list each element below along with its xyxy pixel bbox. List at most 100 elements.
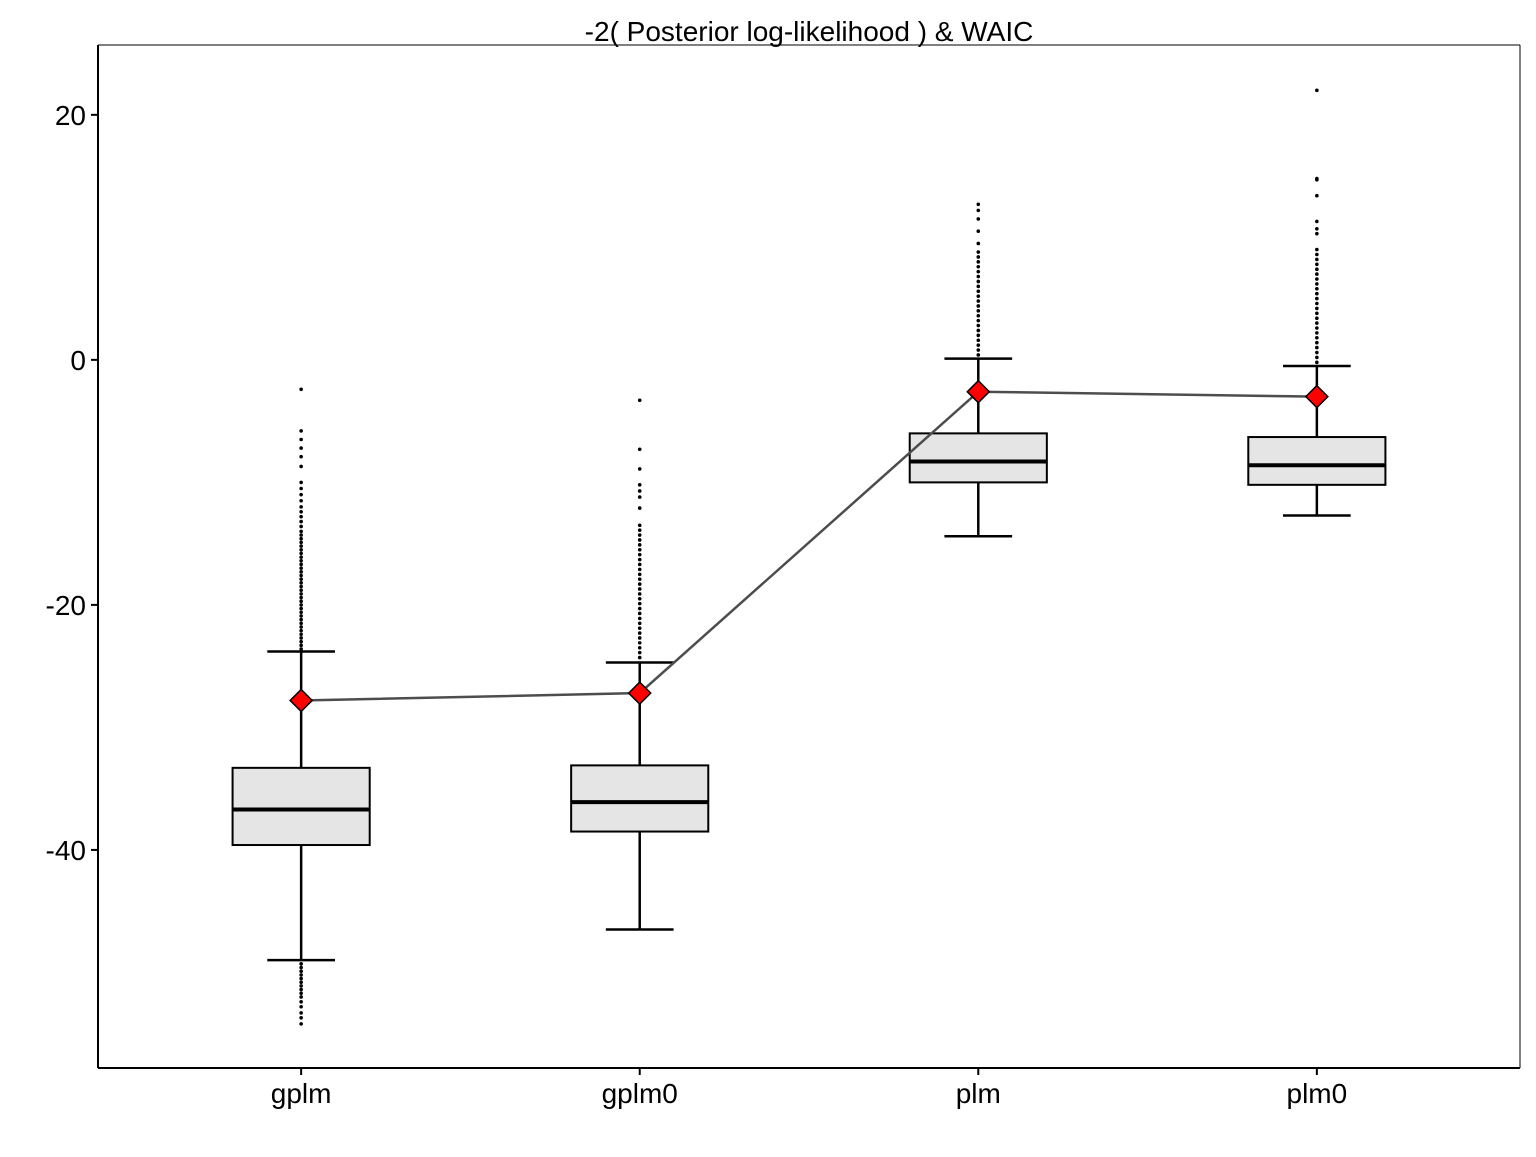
outlier-point — [299, 558, 303, 563]
waic-point-plm — [966, 379, 991, 404]
outlier-point — [299, 628, 303, 633]
outlier-point — [637, 577, 642, 581]
outlier-point — [637, 572, 642, 577]
outlier-point — [299, 492, 303, 497]
outlier-point — [1315, 267, 1319, 272]
outlier-point — [637, 523, 642, 528]
waic-point-gplm0 — [627, 681, 652, 706]
outlier-point — [299, 965, 303, 970]
box-iqr — [570, 764, 710, 833]
plot-area: 20 0 -20 -40 gplm gplm0 plm plm0 — [46, 44, 1521, 1109]
box-plm — [908, 202, 1048, 538]
waic-point-plm0 — [1304, 384, 1329, 409]
outlier-point — [976, 255, 981, 259]
outlier-point — [1315, 226, 1319, 231]
outlier-point — [1315, 262, 1319, 267]
outlier-point — [976, 229, 981, 234]
outlier-point — [637, 641, 642, 645]
outlier-point — [299, 588, 303, 592]
outlier-point — [299, 984, 303, 988]
outlier-point — [637, 506, 642, 510]
outlier-point — [976, 304, 981, 308]
outlier-point — [299, 592, 303, 596]
outlier-point — [1315, 326, 1319, 330]
outlier-point — [299, 387, 303, 392]
outlier-point — [299, 551, 303, 556]
outlier-point — [976, 217, 981, 221]
outlier-point — [1315, 331, 1319, 335]
outlier-point — [976, 269, 981, 274]
outlier-point — [299, 429, 303, 433]
outlier-point — [299, 995, 303, 999]
x-tick-label: plm0 — [1287, 1078, 1348, 1109]
outlier-point — [976, 284, 981, 289]
y-tick-label: -40 — [46, 835, 86, 866]
outlier-point — [299, 1000, 303, 1004]
box-iqr — [1247, 436, 1387, 486]
outlier-point — [299, 509, 303, 514]
outlier-point — [299, 599, 303, 604]
outlier-point — [299, 437, 303, 442]
outlier-point — [637, 547, 642, 552]
outlier-point — [637, 596, 642, 601]
outlier-point — [637, 538, 642, 542]
outlier-point — [299, 562, 303, 567]
chart-title: -2( Posterior log-likelihood ) & WAIC — [585, 16, 1034, 47]
outlier-point — [299, 573, 303, 578]
outlier-point — [1315, 277, 1319, 281]
outlier-point — [1315, 219, 1319, 224]
box-iqr — [908, 432, 1048, 484]
outlier-point — [299, 570, 303, 574]
outlier-point — [299, 980, 303, 985]
outlier-point — [637, 626, 642, 630]
outlier-point — [1315, 296, 1319, 301]
x-tick-label: plm — [956, 1078, 1001, 1109]
outlier-point — [976, 328, 981, 333]
outlier-point — [1315, 345, 1319, 350]
outlier-point — [976, 309, 981, 313]
outlier-point — [637, 447, 642, 452]
outlier-point — [299, 606, 303, 611]
outlier-point — [299, 987, 303, 992]
box-plm0 — [1247, 88, 1387, 517]
outlier-point — [976, 353, 981, 357]
outlier-point — [299, 1015, 303, 1020]
outlier-point — [637, 645, 642, 650]
outlier-point — [976, 241, 981, 246]
outlier-point — [976, 299, 981, 303]
outlier-point — [1315, 321, 1319, 325]
outlier-point — [299, 524, 303, 529]
outlier-point — [299, 976, 303, 981]
x-tick-label: gplm0 — [602, 1078, 678, 1109]
outlier-point — [1315, 177, 1319, 182]
outlier-point — [299, 566, 303, 570]
outlier-point — [299, 540, 303, 545]
outlier-point — [637, 621, 642, 626]
outlier-point — [299, 529, 303, 534]
outlier-point — [299, 519, 303, 524]
outlier-point — [299, 969, 303, 974]
outlier-point — [1315, 282, 1319, 286]
outlier-point — [637, 592, 642, 596]
waic-point-gplm — [289, 688, 314, 713]
outlier-point — [637, 567, 642, 572]
outlier-point — [637, 483, 642, 487]
outlier-point — [299, 639, 303, 644]
outlier-point — [637, 533, 642, 537]
outlier-point — [299, 962, 303, 966]
outlier-point — [299, 498, 303, 503]
outlier-point — [299, 1022, 303, 1026]
outlier-point — [637, 587, 642, 591]
outlier-point — [637, 552, 642, 557]
outlier-point — [637, 650, 642, 655]
outlier-point — [637, 489, 642, 493]
box-gplm — [231, 387, 371, 1026]
outlier-point — [976, 313, 981, 318]
outlier-point — [299, 603, 303, 607]
outlier-point — [299, 643, 303, 648]
outlier-point — [1315, 247, 1319, 252]
outlier-point — [976, 279, 981, 284]
outlier-point — [637, 582, 642, 586]
outlier-point — [299, 454, 303, 459]
